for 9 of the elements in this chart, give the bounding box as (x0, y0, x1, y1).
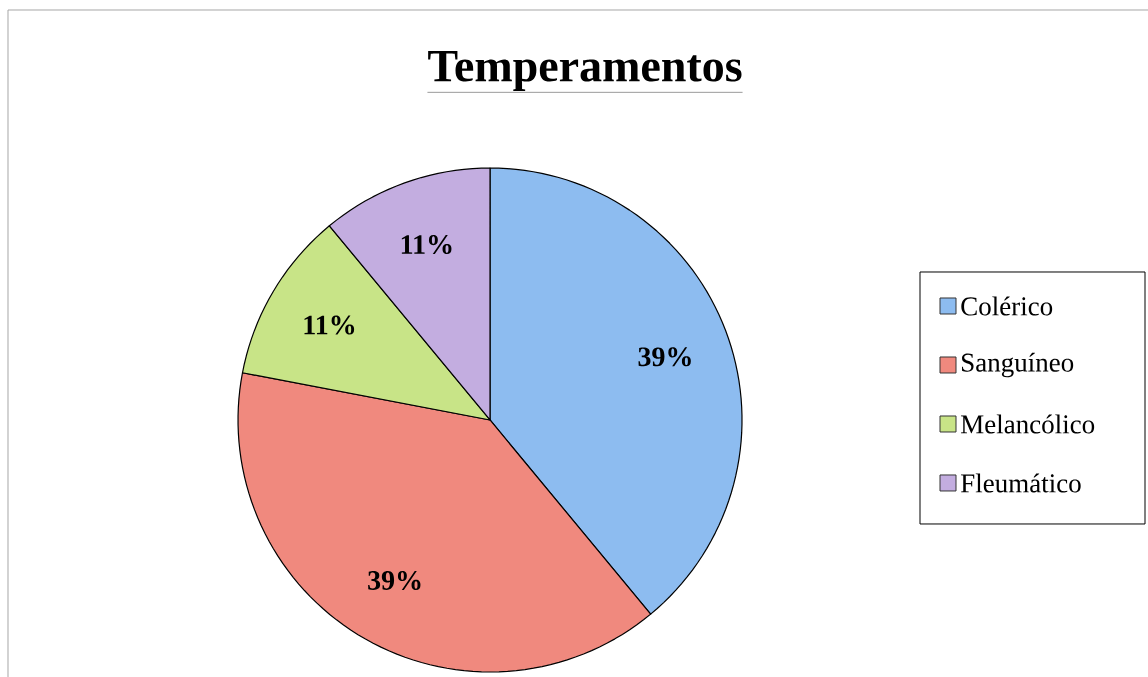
legend-label: Melancólico (960, 414, 1095, 434)
data-label: 11% (401, 235, 452, 255)
legend-label: Colérico (961, 296, 1053, 316)
data-label: 11% (304, 315, 355, 335)
data-label: 39% (368, 571, 421, 590)
chart-title: Temperamentos (428, 51, 742, 91)
legend-label: Fleumático (960, 473, 1081, 493)
data-label: 39% (638, 347, 691, 367)
legend-label: Sanguíneo (962, 352, 1074, 378)
